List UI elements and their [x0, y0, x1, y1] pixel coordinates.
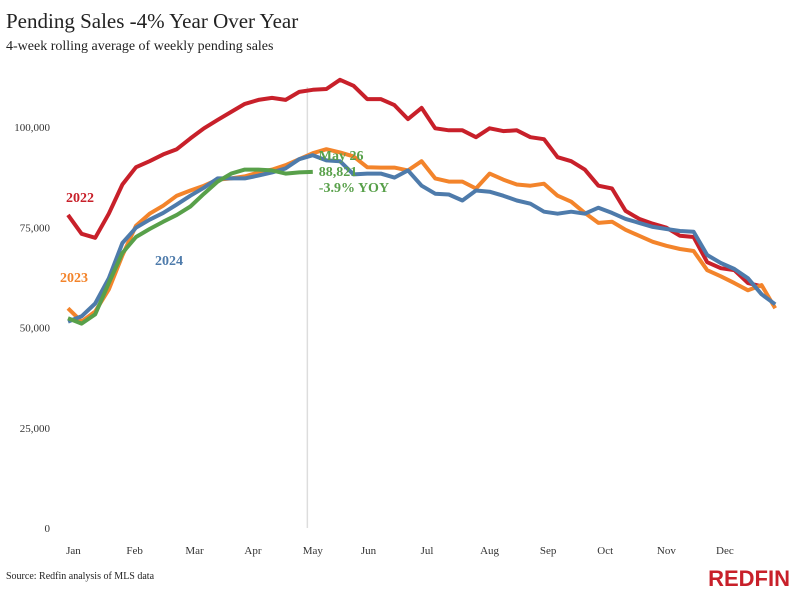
x-tick-label: Apr [244, 545, 261, 557]
series-line [67, 167, 313, 326]
y-tick-label: 0 [45, 523, 51, 535]
annotation: -3.9% YOY [319, 181, 389, 196]
series-line [66, 77, 763, 289]
y-tick-label: 25,000 [20, 423, 51, 435]
y-tick-label: 100,000 [14, 122, 50, 134]
chart-title: Pending Sales -4% Year Over Year [6, 9, 298, 33]
x-tick-label: Jun [361, 545, 377, 557]
source-note: Source: Redfin analysis of MLS data [6, 571, 155, 582]
series-label: 2023 [60, 271, 88, 286]
series-label: 2024 [155, 254, 183, 269]
series-line [67, 153, 777, 324]
x-tick-label: Feb [126, 545, 143, 557]
x-tick-label: May [303, 545, 324, 557]
series-line [66, 147, 777, 324]
y-tick-label: 75,000 [20, 222, 51, 234]
y-tick-label: 50,000 [20, 323, 51, 335]
x-tick-label: Mar [185, 545, 204, 557]
x-tick-label: Sep [540, 545, 557, 557]
x-tick-label: Dec [716, 545, 734, 557]
brand-logo: REDFIN [708, 566, 790, 591]
series-label: 2022 [66, 191, 94, 206]
chart-subtitle: 4-week rolling average of weekly pending… [6, 39, 273, 54]
x-tick-label: Jul [421, 545, 434, 557]
x-tick-label: Jan [66, 545, 81, 557]
x-tick-label: Aug [480, 545, 499, 557]
x-tick-label: Oct [597, 545, 613, 557]
x-tick-label: Nov [657, 545, 676, 557]
annotation: 88,821 [319, 165, 358, 180]
annotation: May 26 [319, 149, 364, 164]
